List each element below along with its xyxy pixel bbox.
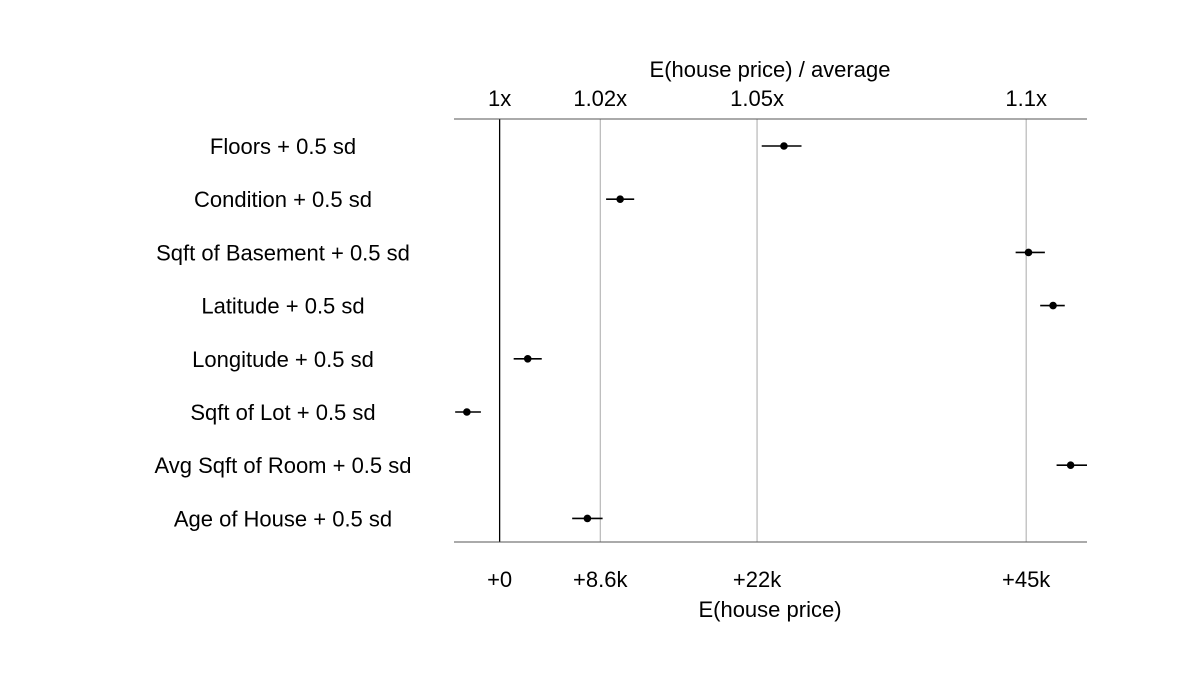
data-point: [463, 408, 471, 416]
data-point: [1049, 301, 1057, 310]
data-points: [455, 142, 1087, 523]
bottom-tick-label: +22k: [733, 567, 782, 592]
category-label: Floors + 0.5 sd: [210, 134, 356, 159]
category-label: Condition + 0.5 sd: [194, 187, 372, 212]
top-tick-label: 1.1x: [1005, 86, 1047, 111]
bottom-axis-title: E(house price): [698, 597, 841, 622]
data-point: [780, 142, 788, 150]
data-point: [1066, 461, 1075, 470]
tick-labels: 1x 1.02x 1.05x 1.1x +0 +8.6k +22k +45k: [487, 86, 1051, 592]
category-label: Latitude + 0.5 sd: [201, 294, 364, 319]
data-point: [1024, 248, 1033, 257]
category-label: Avg Sqft of Room + 0.5 sd: [154, 453, 411, 478]
plot-frame: [454, 118, 1087, 543]
grid-layer: [498, 119, 1027, 542]
top-axis-title: E(house price) / average: [650, 57, 891, 82]
top-tick-label: 1.05x: [730, 86, 784, 111]
category-label: Age of House + 0.5 sd: [174, 506, 392, 531]
category-label: Longitude + 0.5 sd: [192, 347, 374, 372]
data-point: [583, 514, 592, 523]
category-labels: Floors + 0.5 sd Condition + 0.5 sd Sqft of…: [154, 134, 411, 531]
data-point: [523, 355, 532, 363]
bottom-tick-label: +8.6k: [573, 567, 628, 592]
category-label: Sqft of Basement + 0.5 sd: [156, 240, 410, 265]
top-tick-label: 1x: [488, 86, 511, 111]
bottom-tick-label: +45k: [1002, 567, 1051, 592]
bottom-tick-label: +0: [487, 567, 512, 592]
category-label: Sqft of Lot + 0.5 sd: [190, 400, 375, 425]
data-point: [616, 195, 624, 203]
top-tick-label: 1.02x: [573, 86, 627, 111]
